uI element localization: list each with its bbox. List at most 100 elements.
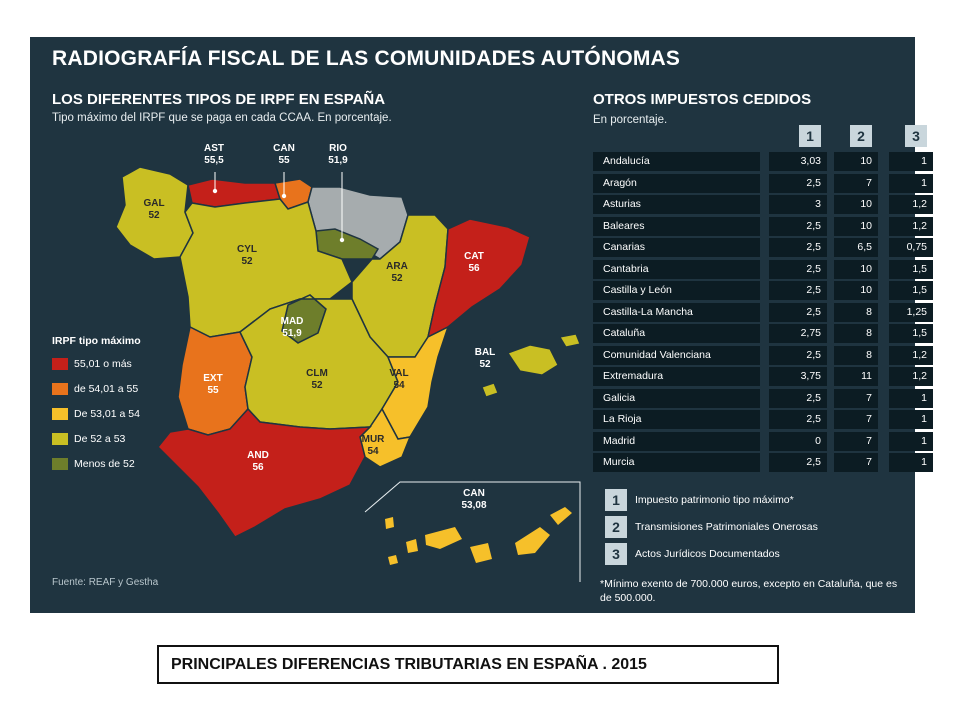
legend-swatch [52, 358, 68, 370]
table-cell: 1 [889, 388, 933, 408]
table-row-name: Baleares [593, 216, 760, 236]
source-note: Fuente: REAF y Gestha [52, 577, 159, 588]
label-mad-code: MAD [281, 316, 304, 327]
key-item: 3 Actos Jurídicos Documentados [605, 543, 780, 565]
label-cyl-code: CYL [237, 244, 257, 255]
label-can-islands-value: 53,08 [461, 500, 486, 511]
spain-map: AST 55,5 CAN 55 RIO 51,9 GAL 52 CYL 52 A… [115, 143, 581, 582]
table-cell: 2,75 [769, 324, 827, 343]
legend-item: De 53,01 a 54 [52, 407, 140, 421]
table-row-name: Madrid [593, 431, 760, 451]
table-section-subtitle: En porcentaje. [593, 114, 668, 126]
region-can-island-6 [550, 507, 572, 525]
table-row-name: Castilla y León [593, 281, 760, 300]
table-section-title: OTROS IMPUESTOS CEDIDOS [593, 91, 812, 108]
label-cat-value: 56 [468, 263, 480, 274]
table-cell: 2,5 [769, 388, 827, 408]
legend-label: Menos de 52 [74, 458, 135, 470]
label-ext-value: 55 [207, 385, 219, 396]
table-column-header: 2 [850, 125, 872, 147]
map-section-subtitle: Tipo máximo del IRPF que se paga en cada… [52, 112, 392, 124]
table-row-name: Canarias [593, 238, 760, 257]
label-gal-code: GAL [143, 198, 164, 209]
label-and-value: 56 [252, 462, 264, 473]
label-ast-code: AST [204, 143, 224, 154]
table-cell: 3,75 [769, 367, 827, 386]
table-row-name: Extremadura [593, 367, 760, 386]
region-can-island-7 [388, 555, 398, 565]
table-cell: 6,5 [834, 238, 878, 257]
key-text: Actos Jurídicos Documentados [635, 548, 780, 560]
legend-label: De 53,01 a 54 [74, 408, 140, 420]
legend-swatch [52, 458, 68, 470]
table-cell: 11 [834, 367, 878, 386]
table-row-name: Asturias [593, 195, 760, 214]
label-mur-code: MUR [362, 434, 386, 445]
pointer-dot-rio [339, 237, 345, 243]
label-bal-code: BAL [475, 347, 496, 358]
infographic-title: RADIOGRAFÍA FISCAL DE LAS COMUNIDADES AU… [52, 47, 681, 70]
table-column-header: 1 [799, 125, 821, 147]
footnote: *Mínimo exento de 700.000 euros, excepto… [600, 578, 898, 604]
legend-label: 55,01 o más [74, 358, 132, 370]
table-column-header: 3 [905, 125, 927, 147]
map-section-title: LOS DIFERENTES TIPOS DE IRPF EN ESPAÑA [52, 91, 386, 108]
label-rio-value: 51,9 [328, 155, 348, 166]
table-cell: 2,5 [769, 216, 827, 236]
table-cell: 1,25 [889, 302, 933, 322]
table-cell: 2,5 [769, 281, 827, 300]
table-row-name: Andalucía [593, 152, 760, 171]
table-cell: 7 [834, 431, 878, 451]
legend-item: 55,01 o más [52, 357, 132, 371]
table-cell: 10 [834, 216, 878, 236]
region-can-island-5 [515, 527, 550, 555]
legend-swatch [52, 433, 68, 445]
label-can-code: CAN [273, 143, 295, 154]
region-and [156, 407, 372, 538]
table-row-name: Cataluña [593, 324, 760, 343]
table-cell: 1 [889, 431, 933, 451]
label-cyl-value: 52 [241, 256, 253, 267]
table-row-name: Galicia [593, 388, 760, 408]
key-item: 2 Transmisiones Patrimoniales Onerosas [605, 516, 818, 538]
key-text: Transmisiones Patrimoniales Onerosas [635, 521, 818, 533]
table-cell: 10 [834, 259, 878, 279]
key-number: 2 [605, 516, 627, 538]
table-cell: 7 [834, 388, 878, 408]
label-mur-value: 54 [367, 446, 379, 457]
legend-swatch [52, 383, 68, 395]
region-can-island-3 [425, 527, 462, 549]
label-gal-value: 52 [148, 210, 160, 221]
pointer-dot-ast [212, 188, 218, 194]
table-cell: 2,5 [769, 173, 827, 193]
table-cell: 7 [834, 173, 878, 193]
label-ara-value: 52 [391, 273, 403, 284]
label-rio-code: RIO [329, 143, 347, 154]
label-ext-code: EXT [203, 373, 222, 384]
table-cell: 1,5 [889, 324, 933, 343]
table-row-name: Comunidad Valenciana [593, 345, 760, 365]
region-bal-menorca [559, 333, 581, 348]
table-row-name: Cantabria [593, 259, 760, 279]
key-item: 1 Impuesto patrimonio tipo máximo* [605, 489, 794, 511]
table-cell: 7 [834, 453, 878, 472]
table-cell: 3 [769, 195, 827, 214]
table-cell: 8 [834, 345, 878, 365]
slide-caption: PRINCIPALES DIFERENCIAS TRIBUTARIAS EN E… [157, 645, 779, 684]
label-ara-code: ARA [386, 261, 408, 272]
table-cell: 1 [889, 173, 933, 193]
label-clm-code: CLM [306, 368, 328, 379]
table-cell: 8 [834, 324, 878, 343]
region-can-island-2 [406, 539, 418, 553]
table-cell: 1,2 [889, 367, 933, 386]
legend-label: de 54,01 a 55 [74, 383, 139, 395]
table-row-name: Aragón [593, 173, 760, 193]
table-cell: 1 [889, 410, 933, 429]
region-cat [426, 218, 531, 339]
legend-item: De 52 a 53 [52, 432, 125, 446]
table-cell: 2,5 [769, 410, 827, 429]
legend-item: de 54,01 a 55 [52, 382, 138, 396]
table-row-name: Murcia [593, 453, 760, 472]
table-cell: 2,5 [769, 345, 827, 365]
table-cell: 2,5 [769, 259, 827, 279]
